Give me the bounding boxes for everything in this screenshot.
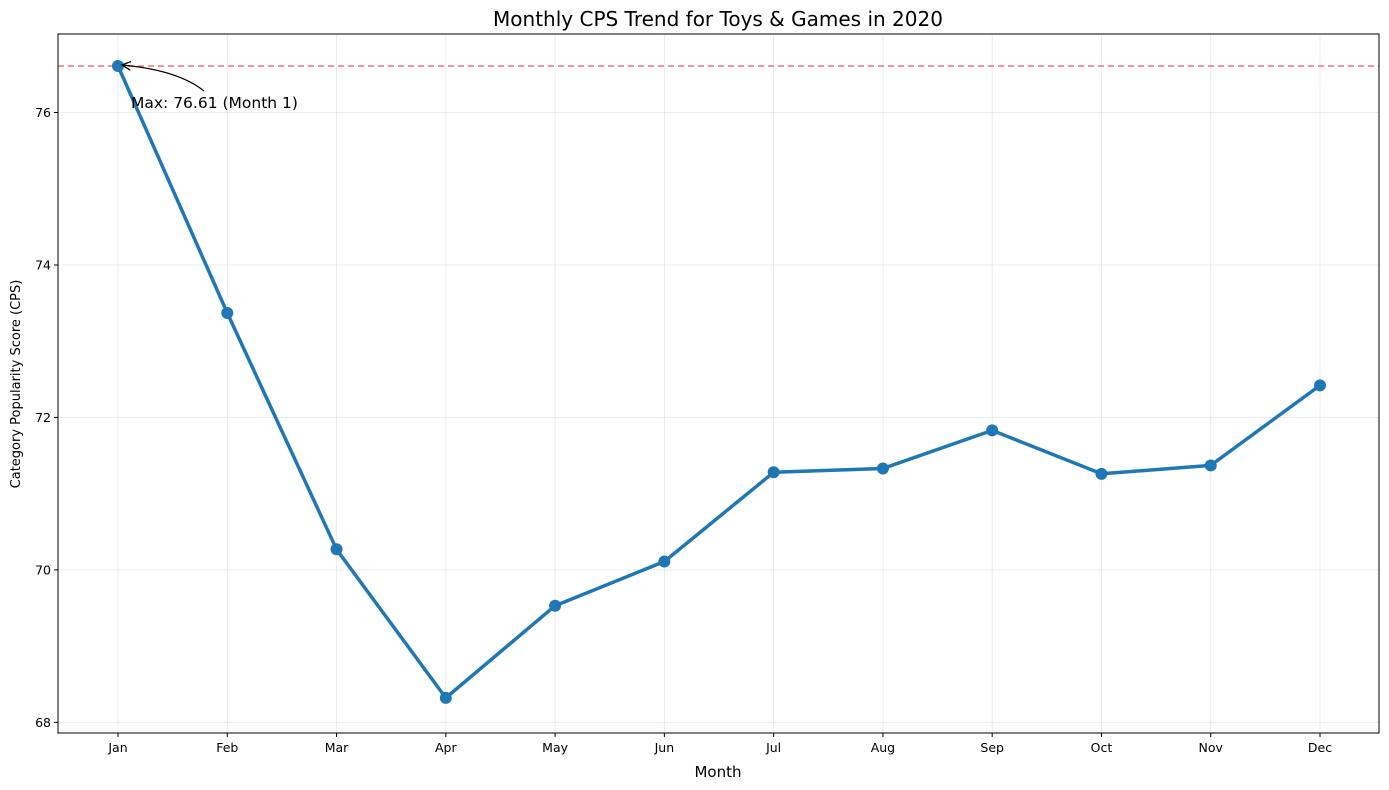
y-axis-ticks: 68 70 72 74 76 — [35, 105, 58, 730]
grid — [58, 34, 1379, 733]
data-point-jan — [112, 60, 124, 73]
x-tick-label-sep: Sep — [980, 740, 1004, 755]
x-tick-label-jul: Jul — [765, 740, 781, 755]
x-tick-label-jan: Jan — [107, 740, 127, 755]
y-tick-label-72: 72 — [35, 410, 51, 425]
data-point-may — [549, 599, 562, 612]
x-tick-label-jun: Jun — [654, 740, 675, 755]
x-tick-label-mar: Mar — [325, 740, 349, 755]
data-point-jul — [767, 466, 780, 479]
annotation-text: Max: 76.61 (Month 1) — [131, 94, 298, 112]
y-axis-label: Category Popularity Score (CPS) — [9, 280, 24, 489]
data-point-feb — [221, 306, 234, 319]
x-tick-label-apr: Apr — [435, 740, 457, 755]
annotation-arrow — [122, 65, 205, 92]
data-point-jun — [658, 555, 671, 568]
x-axis-ticks: Jan Feb Mar Apr May Jun Jul Aug Sep Oct Nov Dec — [107, 733, 1332, 755]
x-tick-label-feb: Feb — [216, 740, 238, 755]
plot-frame — [57, 33, 1380, 734]
data-point-oct — [1095, 467, 1108, 480]
x-tick-label-aug: Aug — [871, 740, 895, 755]
data-point-nov — [1204, 459, 1217, 472]
data-point-apr — [439, 691, 452, 704]
series-line — [116, 64, 1322, 700]
data-point-aug — [876, 462, 889, 475]
x-axis-label: Month — [694, 763, 741, 781]
x-tick-label-may: May — [542, 740, 568, 755]
y-tick-label-74: 74 — [35, 257, 51, 272]
y-tick-label-76: 76 — [35, 105, 51, 120]
x-tick-label-nov: Nov — [1199, 740, 1224, 755]
chart-title: Monthly CPS Trend for Toys & Games in 20… — [493, 7, 943, 31]
y-tick-label-68: 68 — [35, 715, 51, 730]
y-tick-label-70: 70 — [35, 562, 51, 577]
x-tick-label-oct: Oct — [1091, 740, 1113, 755]
data-point-mar — [330, 543, 343, 556]
data-point-dec — [1314, 379, 1326, 392]
annotation-layer: Max: 76.61 (Month 1) — [122, 65, 298, 112]
x-tick-label-dec: Dec — [1308, 740, 1332, 755]
data-point-sep — [986, 424, 999, 437]
series-layer — [112, 60, 1326, 704]
